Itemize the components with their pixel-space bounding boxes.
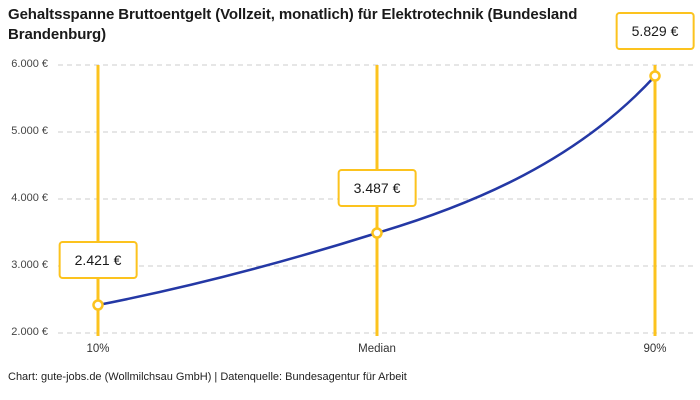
chart-source-footer: Chart: gute-jobs.de (Wollmilchsau GmbH) …: [8, 371, 407, 383]
data-point-10: [92, 299, 104, 311]
chart-title: Gehaltsspanne Bruttoentgelt (Vollzeit, m…: [8, 6, 578, 43]
data-point-90: [649, 70, 661, 82]
data-point-median: [371, 227, 383, 239]
